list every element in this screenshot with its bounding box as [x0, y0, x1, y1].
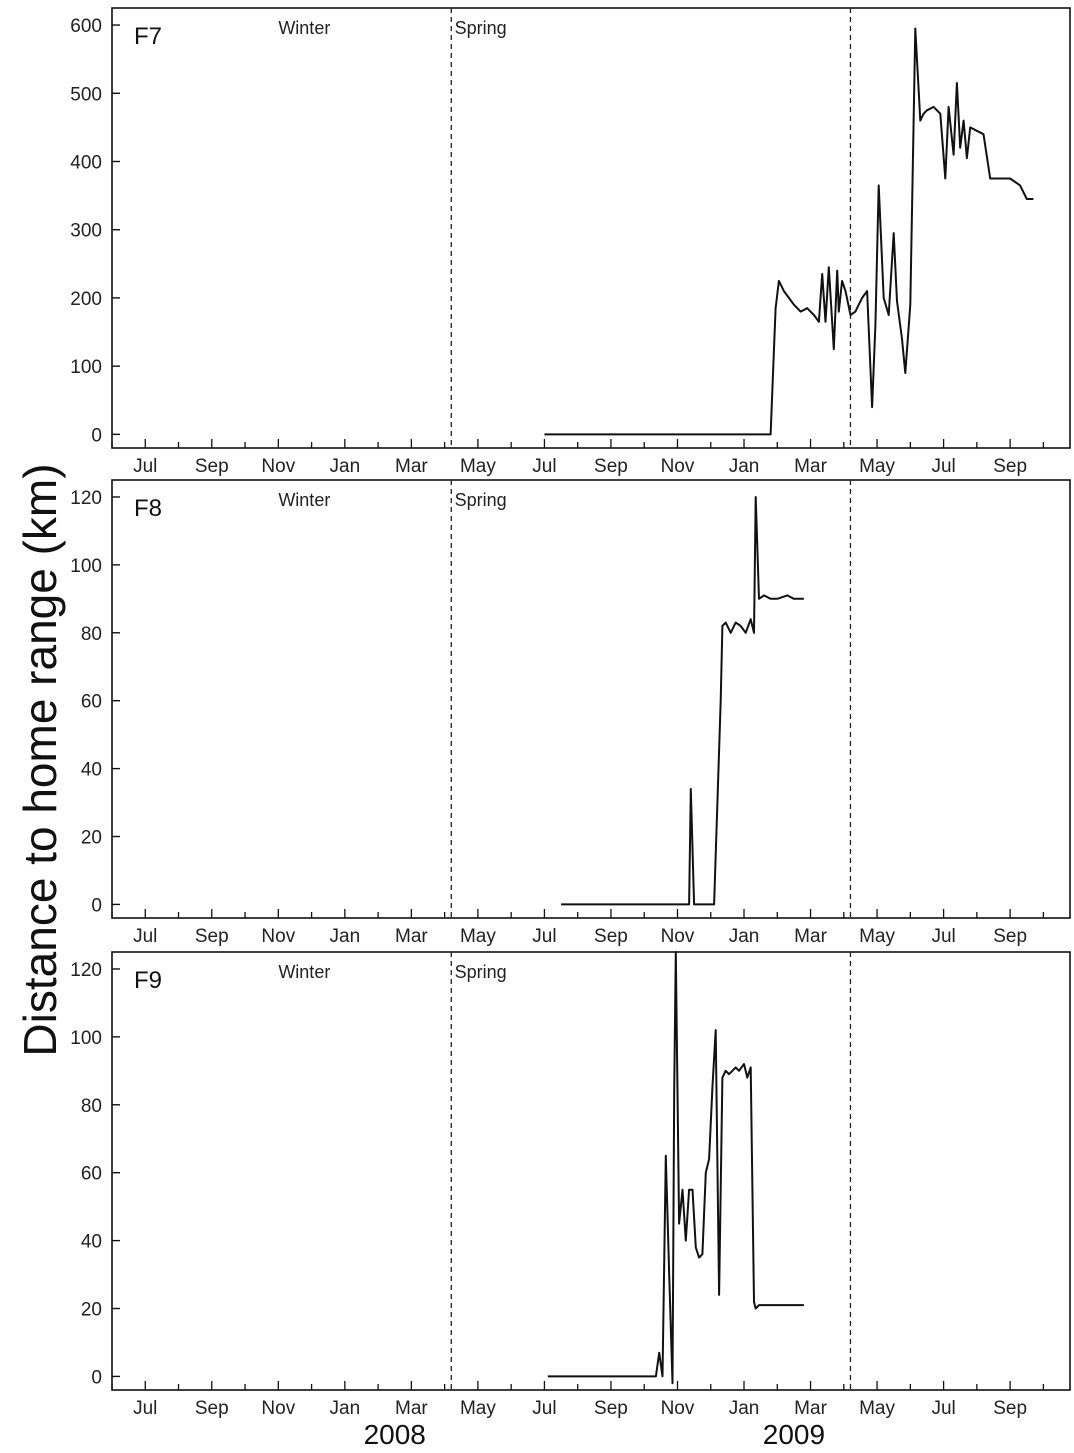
x-tick-label: Jan — [330, 1398, 361, 1419]
x-tick-label: Jul — [133, 456, 157, 477]
x-tick-label: Sep — [594, 1398, 628, 1419]
y-tick-label: 0 — [91, 895, 102, 916]
y-tick-label: 300 — [70, 221, 102, 242]
x-tick-label: May — [859, 926, 895, 947]
y-tick-label: 0 — [91, 425, 102, 446]
season-label: Winter — [278, 18, 330, 38]
x-tick-label: Jul — [532, 456, 556, 477]
x-tick-label: Sep — [993, 926, 1027, 947]
panel-label: F8 — [134, 495, 162, 522]
panel-f8: Winter Spring F8 0 20 40 60 80 100 120 Jul Sep Nov Ja… — [70, 479, 1071, 947]
series-line-f8 — [561, 496, 804, 906]
x-tick-label: Sep — [195, 456, 229, 477]
y-tick-label: 600 — [70, 16, 102, 37]
x-tick-label: Nov — [661, 1398, 695, 1419]
y-tick-label: 100 — [70, 1028, 102, 1049]
x-tick-label: Nov — [261, 456, 295, 477]
year-label: 2008 — [364, 1419, 426, 1450]
y-tick-label: 40 — [81, 1232, 102, 1253]
y-axis-title: Distance to home range (km) — [14, 463, 66, 1056]
panel-label: F9 — [134, 967, 162, 994]
x-tick-label: May — [460, 1398, 496, 1419]
y-tick-label: 500 — [70, 84, 102, 105]
x-tick-label: Jul — [133, 1398, 157, 1419]
x-tick-label: Jul — [133, 926, 157, 947]
y-tick-label: 100 — [70, 556, 102, 577]
x-tick-label: Sep — [993, 456, 1027, 477]
season-label: Winter — [278, 490, 330, 510]
y-tick-label: 20 — [81, 828, 102, 849]
x-tick-label: Jan — [729, 456, 760, 477]
y-tick-label: 20 — [81, 1300, 102, 1321]
y-tick-label: 120 — [70, 960, 102, 981]
y-tick-label: 60 — [81, 1164, 102, 1185]
panel-f7: Winter Spring F7 0 100 200 300 400 500 600 Jul Sep N… — [70, 7, 1071, 477]
x-tick-label: May — [859, 1398, 895, 1419]
x-tick-label: Jul — [532, 926, 556, 947]
x-tick-label: Jul — [931, 456, 955, 477]
x-tick-label: Jul — [931, 926, 955, 947]
x-tick-label: Nov — [661, 926, 695, 947]
x-tick-label: Sep — [195, 1398, 229, 1419]
x-tick-label: Nov — [261, 1398, 295, 1419]
panel-label: F7 — [134, 23, 162, 50]
season-label: Spring — [455, 490, 507, 510]
x-tick-label: Mar — [794, 456, 827, 477]
plot-frame — [111, 951, 1071, 1391]
x-tick-label: Mar — [395, 1398, 428, 1419]
y-tick-label: 400 — [70, 152, 102, 173]
x-tick-label: Sep — [993, 1398, 1027, 1419]
x-tick-label: Jul — [931, 1398, 955, 1419]
x-tick-label: May — [859, 456, 895, 477]
x-tick-label: May — [460, 456, 496, 477]
season-label: Winter — [278, 962, 330, 982]
x-tick-label: Sep — [594, 456, 628, 477]
y-tick-label: 80 — [81, 1096, 102, 1117]
season-label: Spring — [455, 962, 507, 982]
y-tick-label: 80 — [81, 624, 102, 645]
season-label: Spring — [455, 18, 507, 38]
x-tick-label: May — [460, 926, 496, 947]
plot-frame — [111, 479, 1071, 919]
series-line-f7 — [544, 27, 1034, 436]
x-tick-label: Jul — [532, 1398, 556, 1419]
panel-f9: Winter Spring F9 0 20 40 60 80 100 120 Jul Sep Nov Ja… — [70, 951, 1071, 1419]
x-tick-label: Nov — [661, 456, 695, 477]
x-tick-label: Jan — [729, 926, 760, 947]
x-tick-label: Jan — [729, 1398, 760, 1419]
x-tick-label: Mar — [395, 926, 428, 947]
series-line-f9 — [547, 951, 804, 1385]
y-tick-label: 0 — [91, 1367, 102, 1388]
y-tick-label: 120 — [70, 488, 102, 509]
x-tick-label: Sep — [195, 926, 229, 947]
x-tick-label: Mar — [794, 1398, 827, 1419]
y-tick-label: 200 — [70, 289, 102, 310]
x-tick-label: Mar — [395, 456, 428, 477]
plot-frame — [111, 7, 1071, 449]
x-tick-label: Sep — [594, 926, 628, 947]
x-tick-label: Mar — [794, 926, 827, 947]
x-tick-label: Jan — [330, 456, 361, 477]
y-tick-label: 100 — [70, 357, 102, 378]
x-tick-label: Nov — [261, 926, 295, 947]
year-label: 2009 — [763, 1419, 825, 1450]
y-tick-label: 60 — [81, 692, 102, 713]
y-tick-label: 40 — [81, 760, 102, 781]
x-tick-label: Jan — [330, 926, 361, 947]
